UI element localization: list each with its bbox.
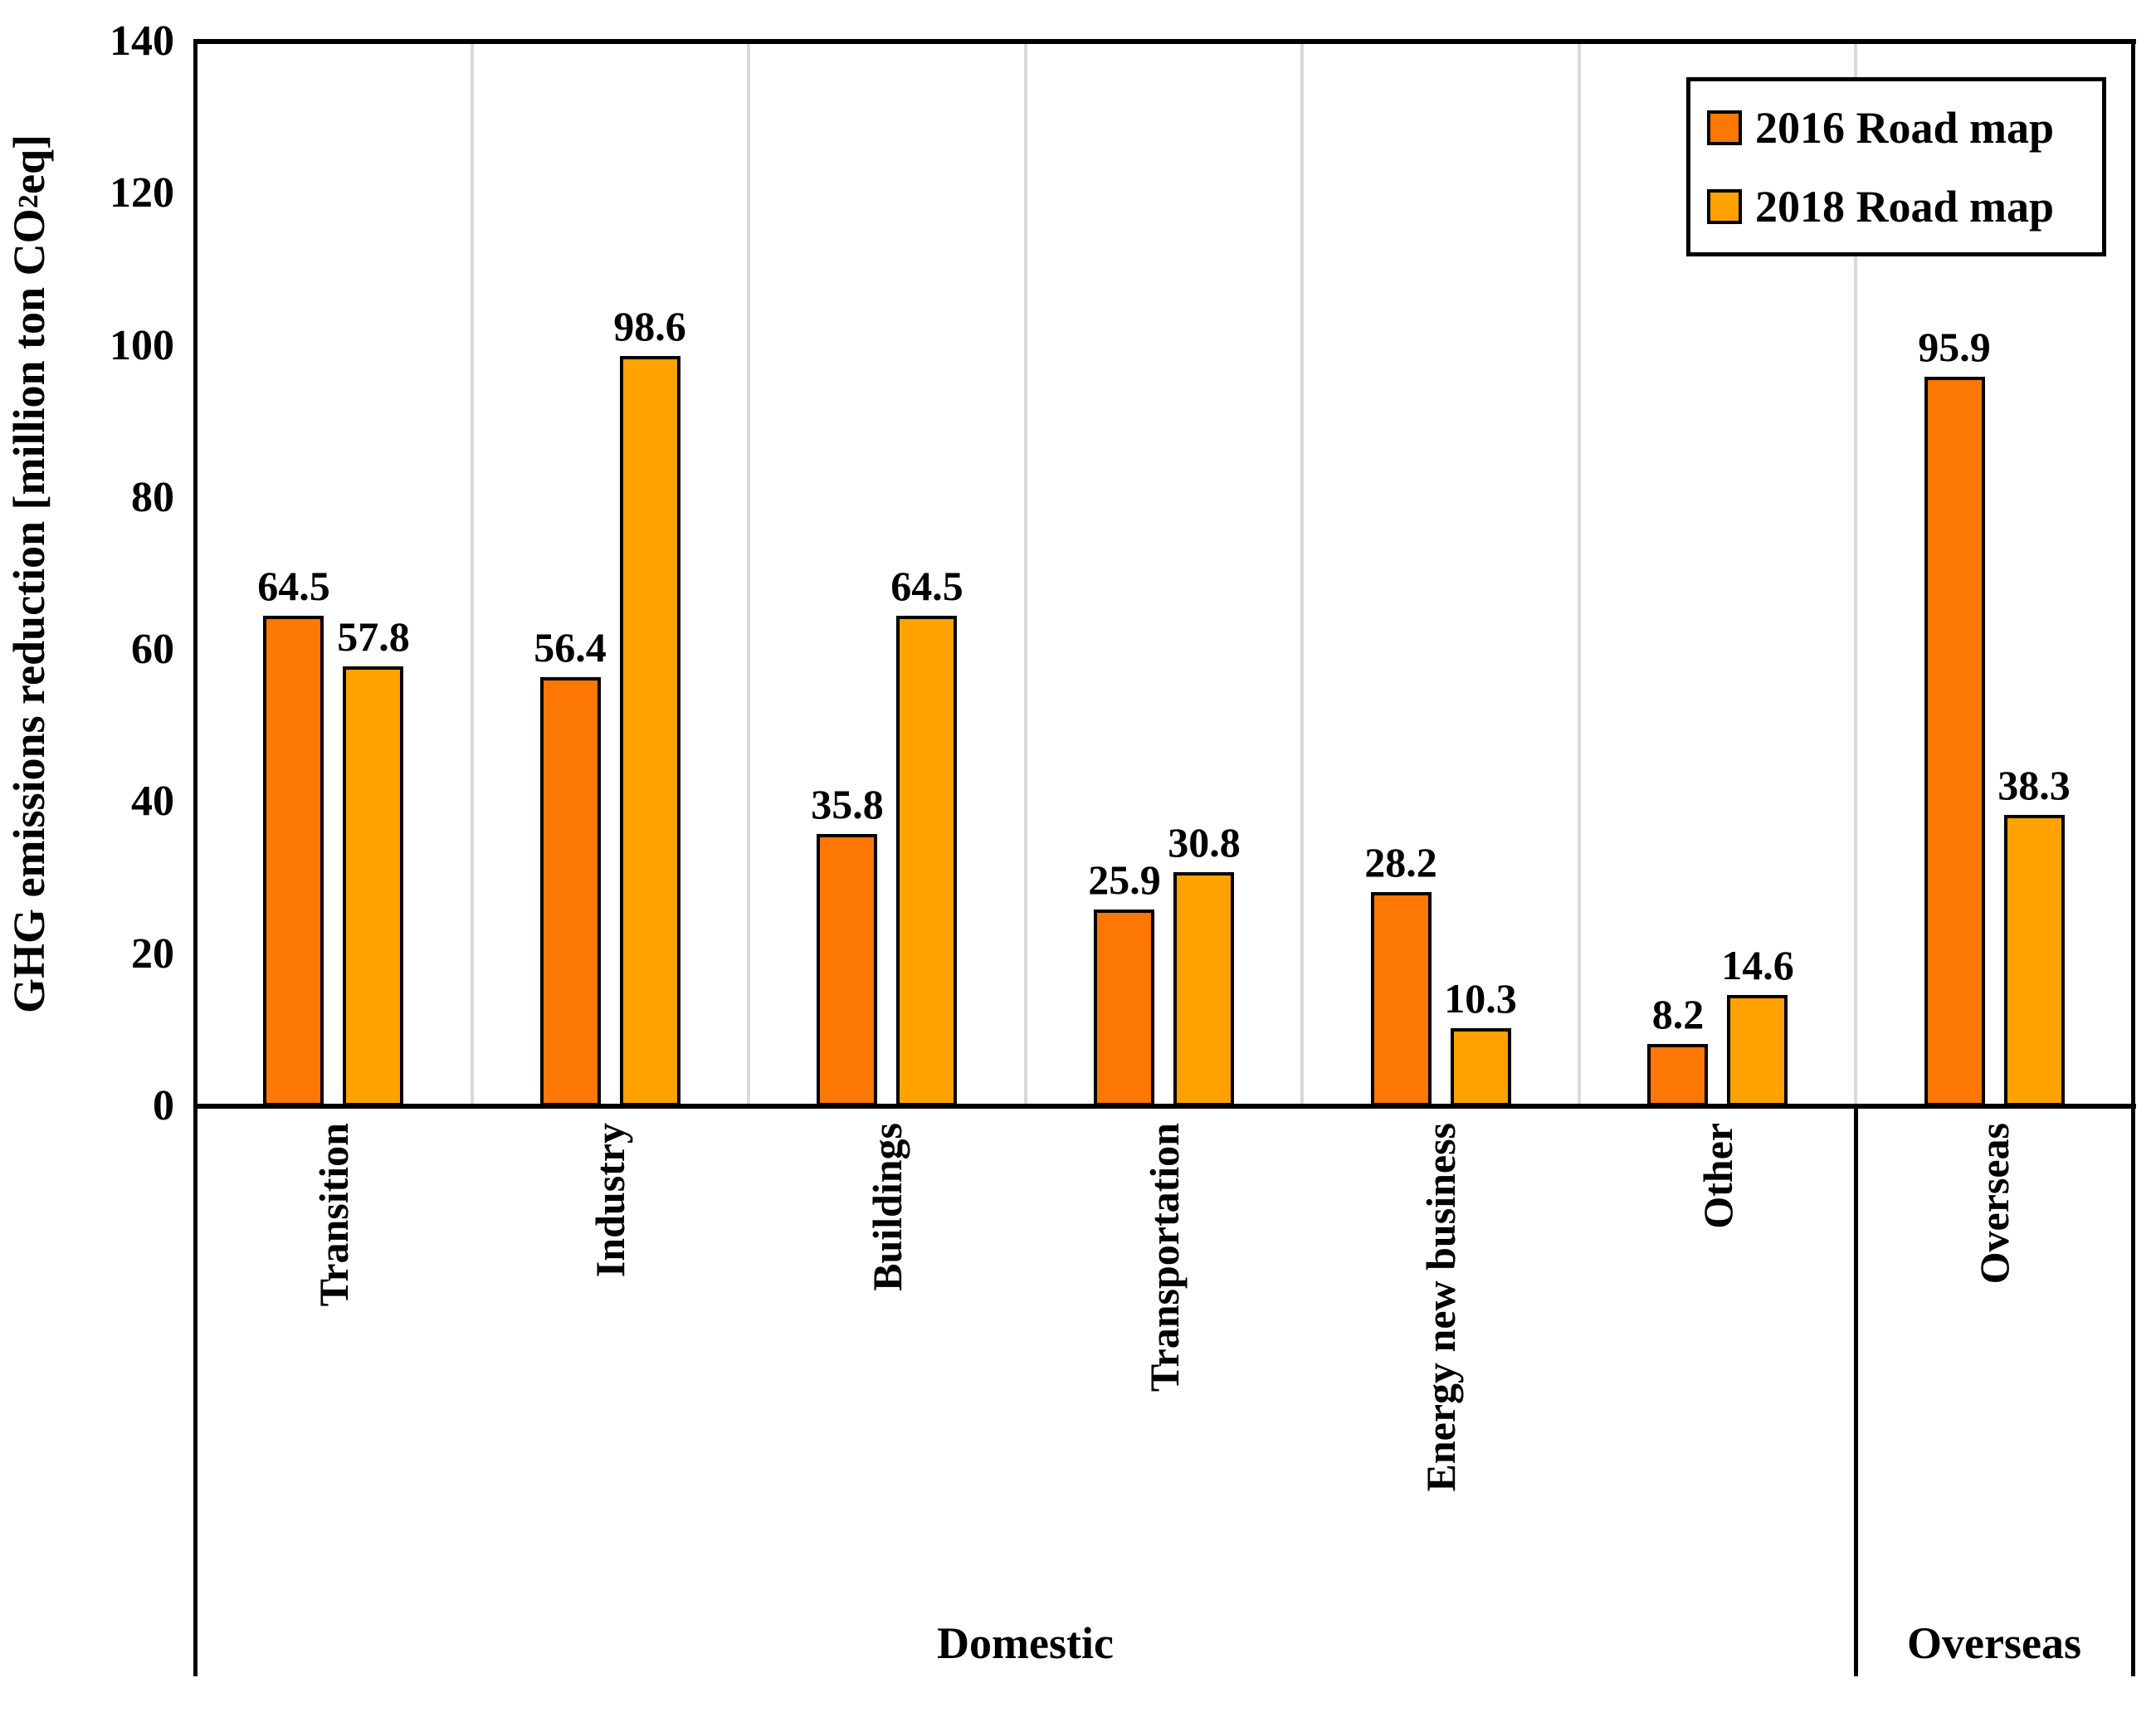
category-gridline bbox=[1854, 41, 1857, 1106]
category-gridline bbox=[1578, 41, 1581, 1106]
bar-value-label: 57.8 bbox=[337, 613, 410, 660]
group-label: Overseas bbox=[1907, 1618, 2081, 1668]
bar-2016-road-map bbox=[817, 834, 877, 1106]
legend-item: 2018 Road map bbox=[1707, 183, 2095, 231]
bar-2016-road-map bbox=[1924, 377, 1985, 1106]
y-tick-label: 80 bbox=[131, 474, 174, 521]
bar-2018-road-map bbox=[1173, 872, 1234, 1106]
legend-label: 2018 Road map bbox=[1755, 181, 2055, 232]
legend-label: 2016 Road map bbox=[1755, 102, 2055, 153]
bar-2018-road-map bbox=[343, 666, 403, 1106]
y-tick-label: 0 bbox=[153, 1082, 174, 1129]
bar-2018-road-map bbox=[620, 356, 680, 1106]
category-gridline bbox=[1024, 41, 1027, 1106]
bar-value-label: 38.3 bbox=[1997, 762, 2071, 808]
y-tick-label: 40 bbox=[131, 778, 174, 825]
bar-2016-road-map bbox=[263, 616, 324, 1106]
bar-value-label: 64.5 bbox=[890, 563, 963, 609]
category-label: Transition bbox=[310, 1123, 357, 1307]
category-label: Buildings bbox=[864, 1123, 910, 1291]
group-label: Domestic bbox=[937, 1618, 1114, 1668]
category-label: Industry bbox=[587, 1123, 633, 1278]
y-tick-label: 120 bbox=[110, 169, 174, 217]
category-label: Overseas bbox=[1971, 1123, 2017, 1285]
bar-value-label: 35.8 bbox=[811, 781, 884, 827]
y-tick-label: 140 bbox=[110, 17, 174, 65]
bar-2016-road-map bbox=[540, 677, 601, 1106]
legend-swatch-icon bbox=[1707, 188, 1742, 224]
bar-value-label: 56.4 bbox=[534, 624, 607, 671]
plot-border-top bbox=[193, 39, 2136, 44]
category-label: Other bbox=[1695, 1123, 1741, 1229]
bar-2018-road-map bbox=[1451, 1028, 1511, 1106]
y-tick-label: 60 bbox=[131, 626, 174, 673]
x-axis-line bbox=[193, 1104, 2136, 1109]
bar-2018-road-map bbox=[1727, 995, 1788, 1106]
category-gridline bbox=[471, 41, 474, 1106]
bar-2016-road-map bbox=[1094, 910, 1154, 1106]
bar-2018-road-map bbox=[896, 616, 957, 1106]
legend-item: 2016 Road map bbox=[1707, 104, 2095, 152]
category-gridline bbox=[1300, 41, 1304, 1106]
bar-value-label: 10.3 bbox=[1444, 975, 1517, 1022]
bar-value-label: 25.9 bbox=[1088, 856, 1161, 903]
category-label: Energy new business bbox=[1417, 1123, 1464, 1492]
bar-value-label: 8.2 bbox=[1651, 991, 1705, 1037]
bar-value-label: 14.6 bbox=[1721, 942, 1794, 988]
y-tick-label: 100 bbox=[110, 322, 174, 369]
bar-value-label: 64.5 bbox=[257, 563, 330, 609]
legend: 2016 Road map 2018 Road map bbox=[1686, 77, 2106, 256]
group-divider bbox=[1854, 1106, 1858, 1676]
category-gridline bbox=[747, 41, 750, 1106]
y-tick-label: 20 bbox=[131, 930, 174, 978]
bar-value-label: 30.8 bbox=[1168, 819, 1241, 866]
category-label: Transportation bbox=[1141, 1123, 1188, 1393]
bar-value-label: 28.2 bbox=[1364, 839, 1437, 885]
plot-border-left bbox=[193, 39, 198, 1676]
bar-2016-road-map bbox=[1647, 1044, 1708, 1106]
bar-value-label: 95.9 bbox=[1918, 324, 1991, 370]
bar-2016-road-map bbox=[1371, 892, 1432, 1106]
bar-value-label: 98.6 bbox=[613, 303, 686, 349]
bar-2018-road-map bbox=[2004, 815, 2065, 1106]
plot-border-right bbox=[2131, 39, 2135, 1676]
legend-swatch-icon bbox=[1707, 110, 1742, 145]
